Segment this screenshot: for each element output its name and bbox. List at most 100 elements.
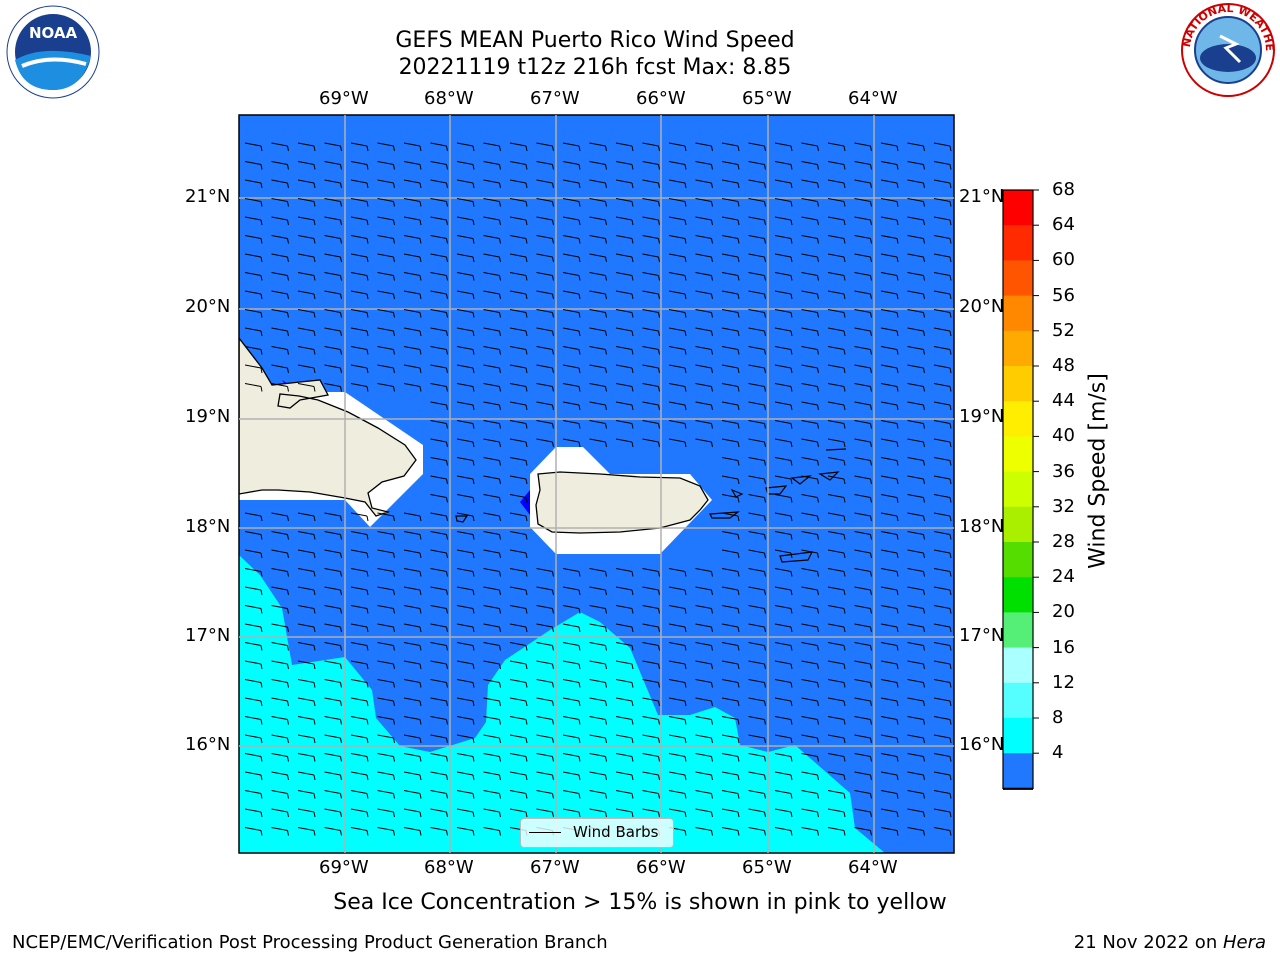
wind-barb bbox=[933, 605, 952, 614]
wind-barb bbox=[907, 753, 925, 762]
wind-barb bbox=[456, 216, 475, 226]
wind-barb bbox=[748, 309, 766, 318]
wind-barb bbox=[377, 716, 395, 725]
wind-barb bbox=[483, 790, 501, 799]
wind-barb bbox=[854, 679, 872, 688]
wind-barb bbox=[403, 531, 422, 540]
wind-barb bbox=[456, 420, 475, 429]
wind-barb bbox=[430, 272, 448, 281]
wind-barb bbox=[271, 734, 289, 744]
wind-barb bbox=[748, 753, 766, 762]
wind-barb bbox=[350, 272, 369, 281]
wind-barb bbox=[642, 642, 660, 651]
wind-barb bbox=[430, 216, 448, 226]
wind-barb bbox=[933, 253, 952, 263]
wind-barb bbox=[615, 272, 634, 281]
wind-barb bbox=[748, 512, 766, 522]
wind-barb bbox=[642, 808, 660, 818]
wind-barb bbox=[721, 364, 740, 374]
wind-barb bbox=[933, 346, 952, 355]
wind-barb bbox=[536, 198, 554, 207]
wind-barb bbox=[933, 716, 952, 725]
wind-barb bbox=[244, 753, 263, 762]
wind-barb bbox=[324, 753, 342, 762]
wind-barb bbox=[748, 327, 766, 337]
wind-barb bbox=[695, 401, 713, 411]
wind-barb bbox=[456, 605, 475, 614]
wind-barb bbox=[907, 734, 925, 744]
wind-barb bbox=[271, 549, 289, 559]
wind-barb bbox=[907, 771, 925, 781]
wind-barb bbox=[721, 716, 740, 725]
wind-barb bbox=[297, 808, 316, 818]
wind-barb bbox=[377, 753, 395, 762]
wind-barb bbox=[377, 198, 395, 207]
wind-barb bbox=[324, 346, 342, 355]
wind-barb bbox=[271, 272, 289, 281]
wind-barb bbox=[748, 734, 766, 744]
wind-barb bbox=[854, 401, 872, 411]
wind-barb bbox=[642, 605, 660, 614]
wind-barb bbox=[244, 309, 263, 318]
wind-barb bbox=[615, 808, 634, 818]
wind-barb bbox=[430, 716, 448, 725]
colorbar-segment bbox=[1003, 682, 1033, 719]
wind-barb bbox=[483, 586, 501, 596]
wind-barb bbox=[827, 494, 846, 503]
colorbar-segment bbox=[1003, 718, 1033, 754]
lat-label-right: 21°N bbox=[959, 186, 1005, 207]
wind-barb bbox=[456, 235, 475, 244]
wind-barb bbox=[695, 734, 713, 744]
colorbar-tick-label: 8 bbox=[1052, 707, 1064, 728]
wind-barb bbox=[827, 272, 846, 281]
lon-label-top: 67°W bbox=[530, 88, 580, 109]
wind-barb bbox=[642, 179, 660, 189]
lon-label-top: 69°W bbox=[319, 88, 369, 109]
wind-barb bbox=[244, 716, 263, 725]
wind-barb bbox=[456, 549, 475, 559]
wind-barb bbox=[509, 272, 528, 281]
wind-barb bbox=[695, 327, 713, 337]
wind-barb bbox=[483, 364, 501, 374]
wind-barb bbox=[297, 679, 316, 688]
wind-barb bbox=[880, 401, 899, 411]
wind-barb bbox=[430, 401, 448, 411]
wind-barb bbox=[244, 346, 263, 355]
wind-barb bbox=[483, 420, 501, 429]
wind-barb bbox=[562, 420, 581, 429]
wind-barb bbox=[536, 438, 554, 448]
wind-barb bbox=[907, 697, 925, 707]
wind-barb bbox=[880, 179, 899, 189]
wind-barb bbox=[801, 790, 819, 799]
wind-barb bbox=[880, 272, 899, 281]
wind-barb bbox=[854, 790, 872, 799]
wind-barb bbox=[271, 235, 289, 244]
wind-barb bbox=[377, 586, 395, 596]
wind-barb bbox=[509, 253, 528, 263]
wind-barb bbox=[774, 568, 793, 577]
wind-barb bbox=[880, 364, 899, 374]
wind-barb bbox=[403, 605, 422, 614]
lat-label-left: 17°N bbox=[185, 625, 231, 646]
wind-barb bbox=[562, 253, 581, 263]
wind-barb bbox=[721, 383, 740, 392]
wind-barb bbox=[509, 531, 528, 540]
wind-barb bbox=[430, 623, 448, 633]
lat-label-left: 20°N bbox=[185, 296, 231, 317]
wind-barb bbox=[827, 364, 846, 374]
wind-barb bbox=[324, 642, 342, 651]
wind-barb bbox=[509, 494, 528, 503]
wind-barb bbox=[854, 531, 872, 540]
wind-barb bbox=[668, 716, 687, 725]
wind-barb bbox=[774, 179, 793, 189]
wind-barb bbox=[774, 753, 793, 762]
wind-barb bbox=[615, 642, 634, 651]
wind-barb bbox=[403, 753, 422, 762]
wind-barb bbox=[827, 179, 846, 189]
wind-barb bbox=[695, 216, 713, 226]
wind-barb bbox=[562, 568, 581, 577]
wind-barb bbox=[642, 327, 660, 337]
wind-barb bbox=[509, 327, 528, 337]
wind-barb bbox=[456, 290, 475, 300]
wind-barb bbox=[854, 457, 872, 466]
